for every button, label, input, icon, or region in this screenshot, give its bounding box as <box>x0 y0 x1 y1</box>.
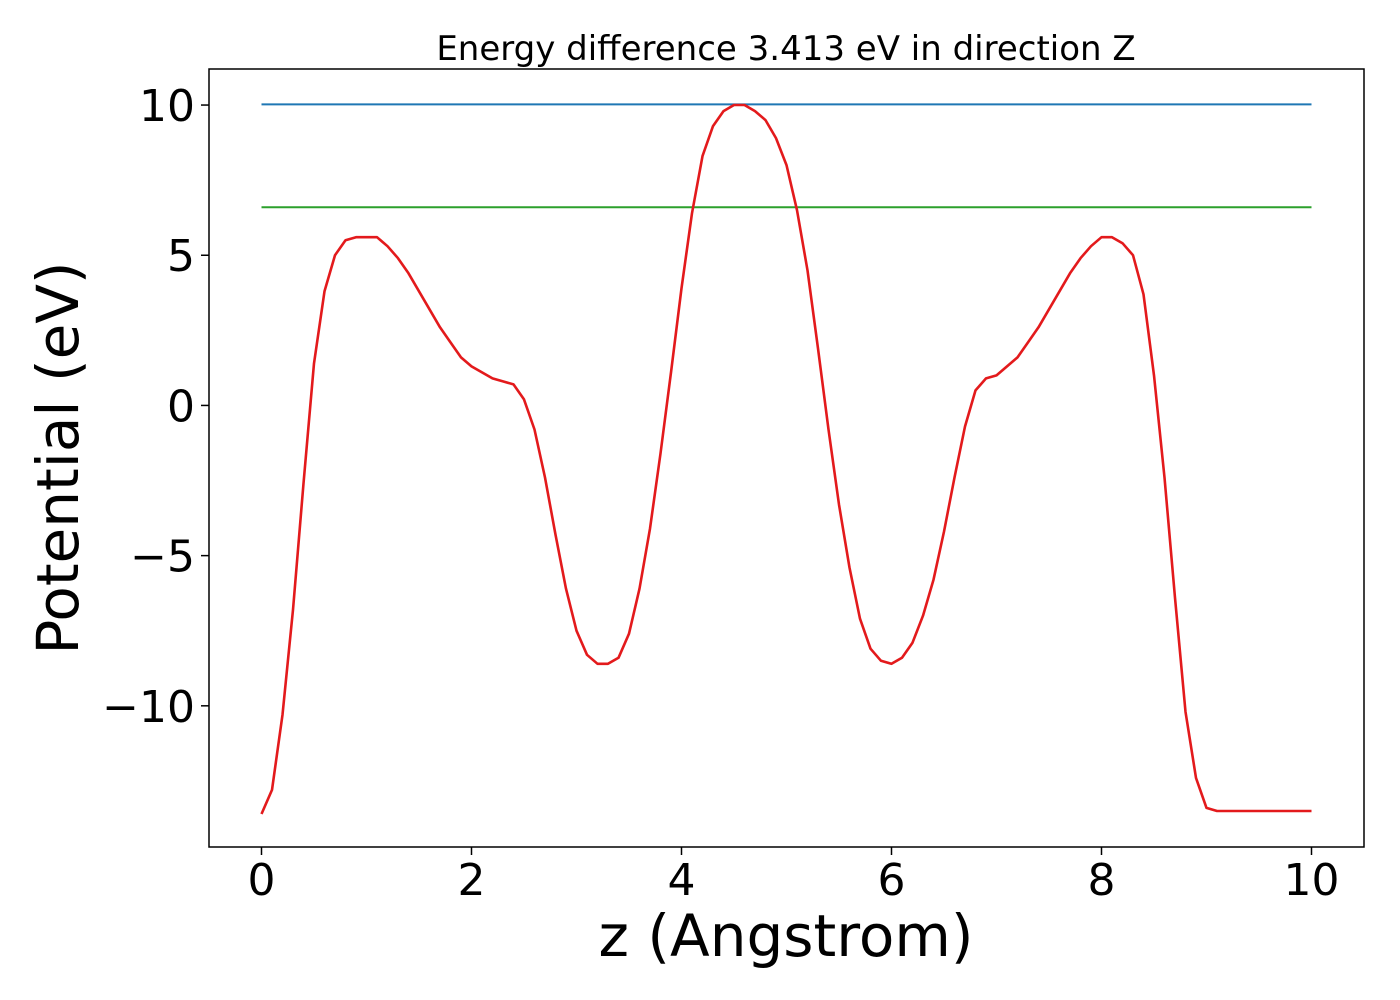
chart-title: Energy difference 3.413 eV in direction … <box>436 29 1135 69</box>
x-axis-label: z (Angstrom) <box>599 902 974 970</box>
plot-frame <box>208 68 1365 848</box>
x-tick-label: 6 <box>878 855 906 906</box>
x-tick-label: 4 <box>668 855 696 906</box>
y-tick-label: 10 <box>139 81 195 132</box>
x-tick-label: 10 <box>1284 855 1340 906</box>
y-tick-label: −10 <box>102 682 195 733</box>
potential-curve <box>260 103 1312 815</box>
x-tick-label: 8 <box>1088 855 1116 906</box>
y-axis-label: Potential (eV) <box>24 261 92 654</box>
series-layer <box>260 103 1312 815</box>
x-tick-label: 2 <box>458 855 486 906</box>
tick-layer: 0 2 4 6 8 10 −10 −5 0 5 10 <box>102 81 1339 906</box>
y-tick-label: −5 <box>130 532 195 583</box>
x-tick-label: 0 <box>248 855 276 906</box>
y-tick-label: 0 <box>167 381 195 432</box>
y-tick-label: 5 <box>167 231 195 282</box>
